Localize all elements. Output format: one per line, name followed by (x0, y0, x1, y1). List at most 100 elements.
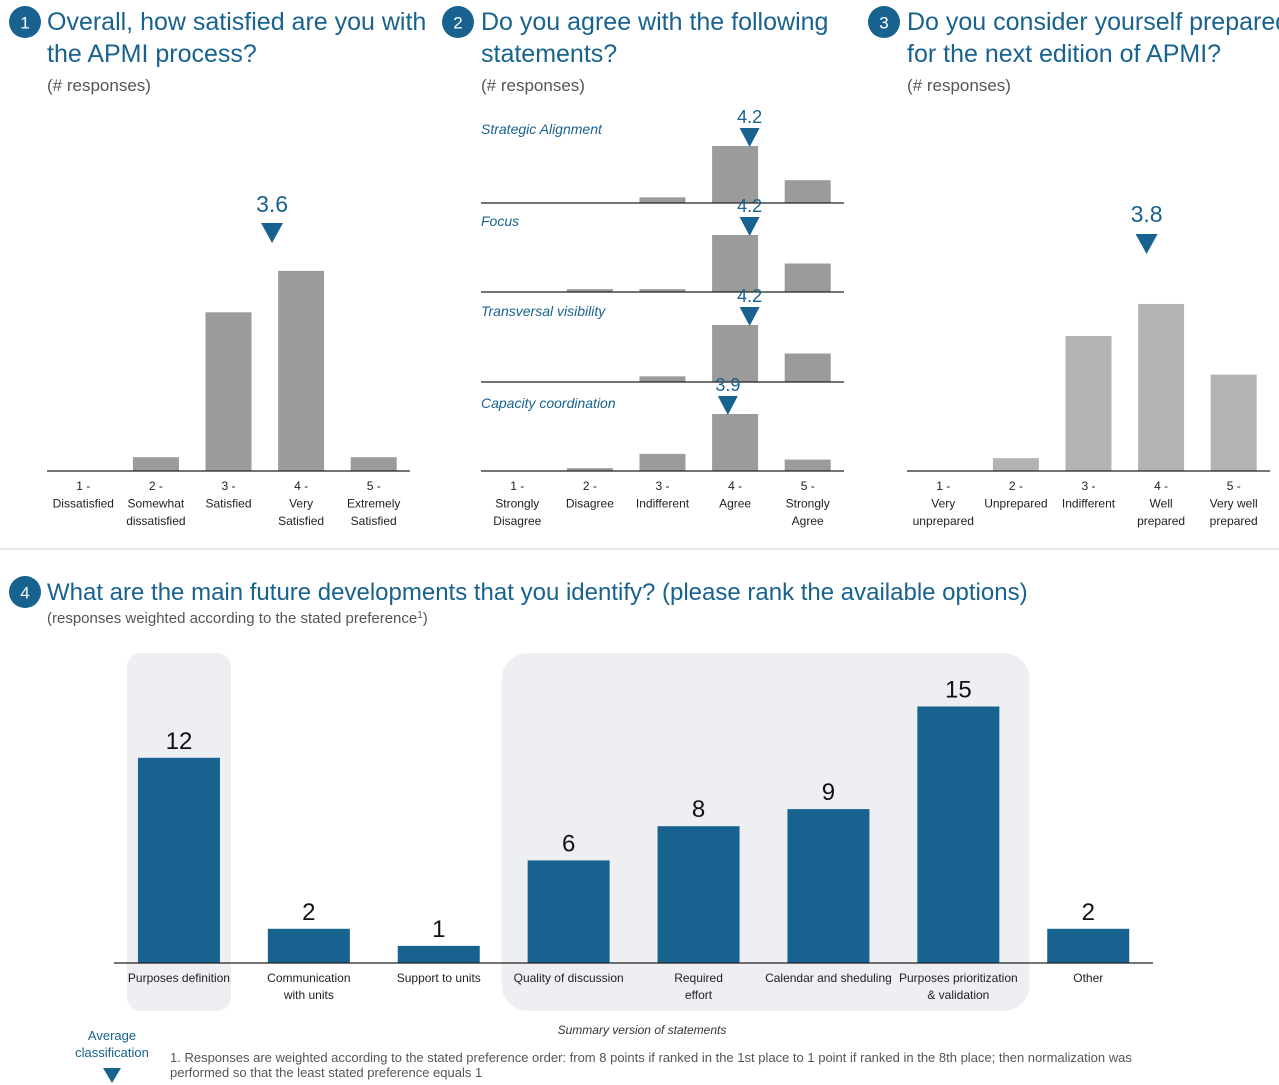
c4-category-label: Purposes definition (128, 971, 230, 985)
average-value: 4.2 (737, 107, 762, 127)
bar (712, 414, 759, 471)
c1-category-label: 3 - (221, 479, 235, 493)
c1-category-label: Very (289, 497, 313, 511)
triangle-down-icon (261, 223, 284, 243)
c4-category-label: Support to units (397, 971, 481, 985)
c1-category-label: 4 - (294, 479, 308, 493)
panel1-title-line2: the APMI process? (47, 40, 257, 68)
triangle-down-icon (739, 128, 760, 147)
panel4-header: 4 What are the main future developments … (9, 576, 1028, 627)
bar (639, 376, 686, 382)
bar (712, 146, 759, 203)
c1-category-label: 5 - (367, 479, 381, 493)
panel3-number-badge (868, 6, 900, 38)
c1-category-label: 2 - (149, 479, 163, 493)
c1-category-label: Extremely (347, 497, 400, 511)
c1-category-label: Satisfied (205, 497, 251, 511)
panel4-subtitle-sup: 1 (417, 610, 423, 621)
bar (1047, 928, 1130, 963)
series-2: Focus 4.2 (481, 196, 844, 293)
c3-category-label: Very (931, 497, 955, 511)
c2-category-label: Disagree (493, 514, 541, 528)
c3-category-label: Well (1150, 497, 1173, 511)
panel1-header: 1 Overall, how satisfied are you with th… (9, 6, 426, 95)
bar (784, 180, 831, 203)
panel4-number: 4 (20, 584, 29, 603)
c1-category-label: Satisfied (278, 514, 324, 528)
c3-category-label: Unprepared (984, 497, 1047, 511)
chart-future-developments: 12 2 1 6 8 9 15 2 Purposes definition Communicati… (114, 653, 1153, 1011)
average-legend-label-line1: Average (88, 1028, 136, 1043)
c4-category-label: Other (1073, 971, 1103, 985)
c4-category-label: Purposes prioritization (899, 971, 1018, 985)
c3-category-label: Indifferent (1062, 497, 1116, 511)
panel4-subtitle-end: ) (423, 610, 428, 627)
c4-category-label: & validation (927, 988, 989, 1002)
bar (566, 468, 613, 471)
data-label: 9 (822, 779, 835, 806)
c2-category-label: Disagree (566, 497, 614, 511)
panel2-title-line2: statements? (481, 40, 617, 68)
triangle-down-icon (103, 1068, 121, 1083)
average-value: 3.8 (1131, 201, 1163, 227)
bar (1065, 336, 1112, 471)
data-label: 12 (166, 728, 193, 755)
bar (784, 263, 831, 292)
bar (1138, 303, 1185, 471)
c2-category-label: 4 - (728, 479, 742, 493)
c1-category-label: Satisfied (351, 514, 397, 528)
panel1-number-badge (9, 6, 41, 38)
panel2-subtitle: (# responses) (481, 76, 585, 95)
data-label: 2 (1082, 899, 1095, 926)
bar (527, 860, 610, 963)
bar (784, 353, 831, 382)
bar (566, 289, 613, 292)
series-4: Capacity coordination 3.9 (481, 375, 844, 472)
bar (1210, 374, 1257, 471)
footnote-line1: 1. Responses are weighted according to t… (170, 1050, 1132, 1065)
panel1-subtitle: (# responses) (47, 76, 151, 95)
c3-category-label: 5 - (1227, 479, 1241, 493)
bar (132, 457, 179, 471)
series-label: Capacity coordination (481, 395, 616, 411)
c2-category-label: Agree (792, 514, 824, 528)
triangle-down-icon (739, 217, 760, 236)
chart-satisfaction: 1 - Dissatisfied 2 - Somewhat dissatisfied 3 … (47, 191, 410, 528)
c2-category-label: 1 - (510, 479, 524, 493)
c4-category-label: with units (283, 988, 334, 1002)
c2-category-label: 3 - (655, 479, 669, 493)
average-legend-label-line2: classification (75, 1045, 149, 1060)
c3-category-label: Very well (1210, 497, 1258, 511)
c2-category-label: 5 - (801, 479, 815, 493)
bar (712, 235, 759, 292)
panel2-header: 2 Do you agree with the following statem… (442, 6, 828, 95)
series-label: Transversal visibility (481, 303, 606, 319)
c4-category-label: Communication (267, 971, 350, 985)
group-caption: Summary version of statements (558, 1023, 727, 1037)
bar (137, 757, 220, 963)
c3-category-label: prepared (1210, 514, 1258, 528)
bar (657, 826, 740, 963)
c1-category-label: Somewhat (128, 497, 185, 511)
c2-category-label: Agree (719, 497, 751, 511)
bar (397, 945, 480, 963)
bar (784, 459, 831, 471)
panel3-subtitle: (# responses) (907, 76, 1011, 95)
bar (278, 270, 325, 471)
bar (350, 457, 397, 471)
data-label: 15 (945, 677, 972, 704)
bar (639, 289, 686, 292)
c1-category-label: Dissatisfied (53, 497, 114, 511)
c4-category-label: effort (685, 988, 713, 1002)
c4-category-label: Required (674, 971, 723, 985)
footnote-line2: performed so that the least stated prefe… (170, 1065, 482, 1080)
c3-category-label: unprepared (913, 514, 974, 528)
series-3: Transversal visibility 4.2 (481, 286, 844, 383)
triangle-down-icon (739, 307, 760, 326)
triangle-down-icon (717, 396, 738, 415)
panel2-number-badge (442, 6, 474, 38)
panel2-number: 2 (453, 14, 462, 33)
c3-category-label: 3 - (1081, 479, 1095, 493)
bar (787, 809, 870, 963)
